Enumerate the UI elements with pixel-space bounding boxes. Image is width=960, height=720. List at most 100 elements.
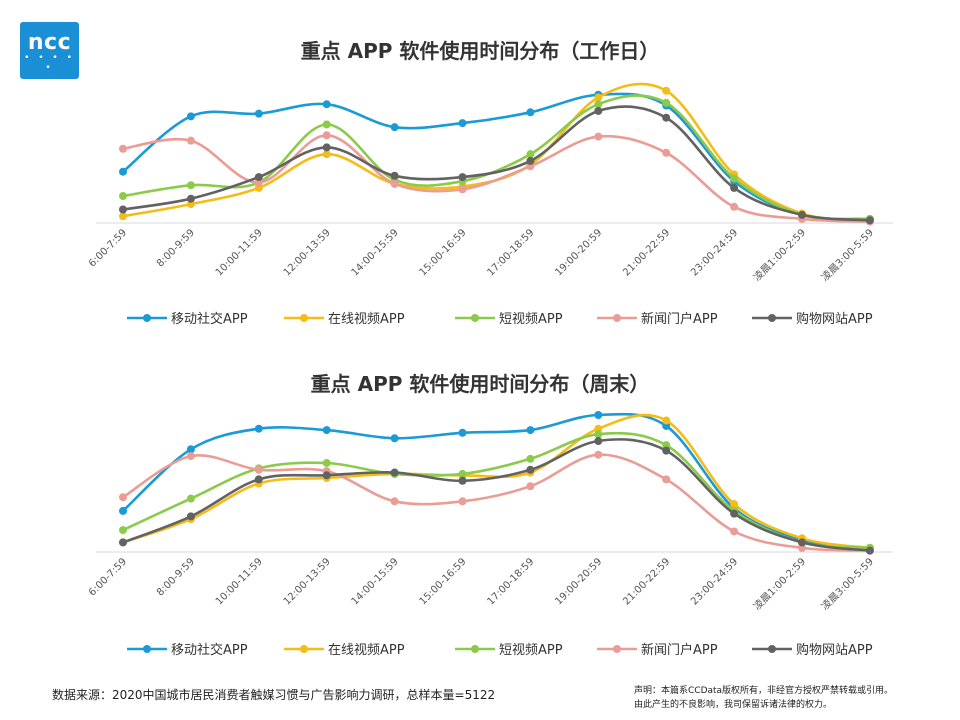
x-tick-label: 6:00-7:59 xyxy=(87,227,129,269)
series-line xyxy=(122,453,870,552)
data-point xyxy=(526,150,535,159)
series-group xyxy=(119,105,874,225)
data-point xyxy=(186,194,195,203)
data-point xyxy=(662,98,671,107)
data-point xyxy=(730,174,739,183)
legend-item: 购物网站APP xyxy=(752,642,873,658)
data-point xyxy=(186,445,195,454)
data-point xyxy=(594,93,603,102)
legend-item: 在线视频APP xyxy=(284,312,405,327)
legend-swatch-dot xyxy=(471,645,479,653)
data-point xyxy=(186,181,195,190)
data-point xyxy=(322,426,331,435)
data-point xyxy=(119,192,127,200)
data-point xyxy=(798,543,806,552)
data-point xyxy=(526,465,535,474)
legend-label: 短视频APP xyxy=(499,643,563,658)
x-tick-label: 21:00-22:59 xyxy=(621,227,672,278)
legend-label: 购物网站APP xyxy=(796,642,873,658)
data-point xyxy=(526,482,535,491)
logo-text: ncc xyxy=(27,30,72,55)
data-point xyxy=(119,212,127,221)
data-point xyxy=(458,428,467,437)
x-tick-label: 15:00-16:59 xyxy=(418,227,469,278)
data-point xyxy=(662,86,671,95)
legend-item: 在线视频APP xyxy=(284,643,405,658)
legend-label: 移动社交APP xyxy=(171,642,248,658)
data-point xyxy=(322,120,331,129)
data-point xyxy=(458,469,467,478)
data-point xyxy=(119,493,127,502)
series-group xyxy=(119,437,874,555)
series-line xyxy=(122,133,870,223)
data-point xyxy=(594,106,603,115)
x-tick-label: 10:00-11:59 xyxy=(214,227,265,278)
data-point xyxy=(119,144,127,153)
legend-item: 移动社交APP xyxy=(127,642,248,658)
data-point xyxy=(526,426,535,435)
x-tick-label: 14:00-15:59 xyxy=(350,227,401,278)
data-point xyxy=(119,205,127,214)
chart-title: 重点 APP 软件使用时间分布（周末） xyxy=(311,372,650,396)
data-source-note: 数据来源：2020中国城市居民消费者触媒习惯与广告影响力调研，总样本量=5122 xyxy=(52,688,496,702)
x-tick-label: 10:00-11:59 xyxy=(214,556,265,607)
x-tick-label: 15:00-16:59 xyxy=(418,556,469,607)
data-point xyxy=(526,156,535,165)
data-point xyxy=(594,132,603,141)
x-tick-label: 8:00-9:59 xyxy=(155,227,197,269)
data-point xyxy=(594,411,603,419)
x-tick-label: 19:00-20:59 xyxy=(553,556,604,607)
series-line xyxy=(122,438,871,552)
data-point xyxy=(390,468,399,477)
weekend-usage-chart: 重点 APP 软件使用时间分布（周末） 6:00-7:59 8:00-9:59 10:… xyxy=(87,372,893,658)
data-point xyxy=(186,136,195,145)
chart-title: 重点 APP 软件使用时间分布（工作日） xyxy=(301,39,660,63)
legend-label: 在线视频APP xyxy=(328,643,405,658)
data-point xyxy=(254,475,263,484)
copyright-disclaimer: 声明：本篇系CCData版权所有，非经官方授权严禁转载或引用。 由此产生的不良影… xyxy=(634,684,893,712)
series-line xyxy=(122,82,871,222)
legend-item: 移动社交APP xyxy=(127,311,248,327)
legend-swatch-dot xyxy=(300,645,308,653)
data-point xyxy=(186,112,195,121)
data-point xyxy=(458,173,467,182)
x-tick-label: 14:00-15:59 xyxy=(350,556,401,607)
data-point xyxy=(254,173,263,182)
legend-item: 新闻门户APP xyxy=(597,311,718,327)
series-group xyxy=(119,131,874,226)
data-point xyxy=(662,416,671,425)
x-tick-label: 17:00-18:59 xyxy=(485,556,536,607)
data-point xyxy=(865,546,874,555)
legend-swatch-dot xyxy=(471,314,479,322)
data-point xyxy=(662,475,671,484)
legend-label: 新闻门户APP xyxy=(641,642,718,658)
data-point xyxy=(458,185,467,194)
data-point xyxy=(390,123,399,132)
data-point xyxy=(322,143,331,152)
x-tick-label: 19:00-20:59 xyxy=(553,227,604,278)
data-point xyxy=(458,497,467,506)
data-point xyxy=(119,167,127,176)
series-group xyxy=(119,450,874,555)
x-tick-label: 23:00-24:59 xyxy=(689,556,740,607)
series-group xyxy=(119,411,874,552)
legend-item: 新闻门户APP xyxy=(597,642,718,658)
disclaimer-line-1: 声明：本篇系CCData版权所有，非经官方授权严禁转载或引用。 xyxy=(634,686,894,696)
data-point xyxy=(322,471,331,480)
weekday-usage-chart: 重点 APP 软件使用时间分布（工作日） 6:00-7:59 8:00-9:59 10… xyxy=(87,39,893,327)
disclaimer-line-2: 由此产生的不良影响，我司保留诉诸法律的权力。 xyxy=(634,700,833,710)
legend-swatch-dot xyxy=(768,314,776,322)
legend-item: 短视频APP xyxy=(455,312,563,327)
legend-swatch-dot xyxy=(613,645,621,653)
data-point xyxy=(322,458,331,467)
data-point xyxy=(458,476,467,485)
x-tick-label: 凌晨3:00-5:59 xyxy=(818,226,876,284)
data-point xyxy=(730,509,739,518)
legend-label: 在线视频APP xyxy=(328,312,405,327)
data-point xyxy=(390,179,399,188)
data-point xyxy=(322,100,331,109)
legend-label: 移动社交APP xyxy=(171,311,248,327)
data-point xyxy=(662,113,671,122)
data-point xyxy=(662,148,671,157)
data-point xyxy=(390,171,399,180)
